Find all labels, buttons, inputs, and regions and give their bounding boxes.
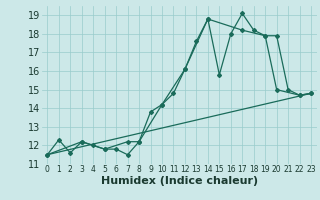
X-axis label: Humidex (Indice chaleur): Humidex (Indice chaleur) xyxy=(100,176,258,186)
